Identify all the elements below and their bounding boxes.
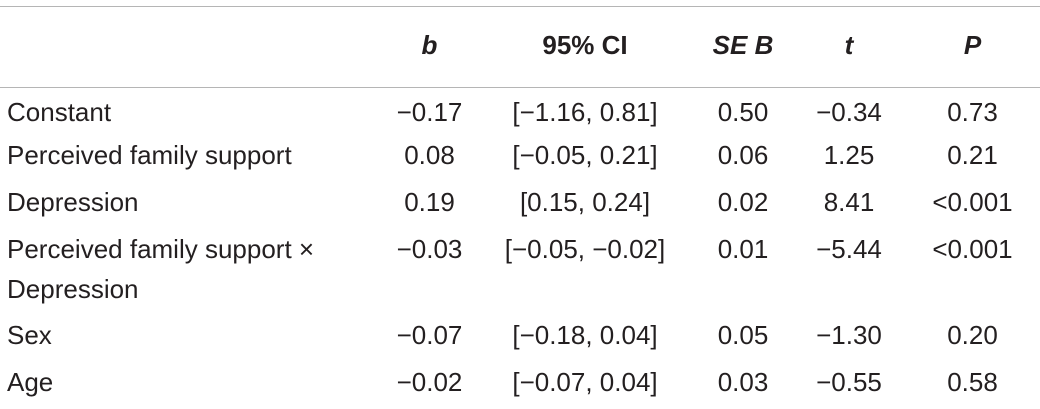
cell-ci: [−0.05, −0.02] [504,234,666,264]
cell-b: −0.03 [396,234,463,264]
cell-t: −0.55 [816,367,882,397]
header-t: t [844,30,854,60]
cell-p: <0.001 [932,234,1013,264]
cell-t: 8.41 [823,187,875,217]
header-se: SE B [712,30,774,60]
cell-t: −1.30 [816,320,882,350]
cell-p: 0.73 [947,97,998,127]
cell-t: −0.34 [816,97,882,127]
row-label: Perceived family support × Depression [7,234,315,304]
cell-se: 0.01 [717,234,769,264]
cell-p: 0.20 [947,320,998,350]
row-label: Age [7,367,54,397]
row-label: Constant [7,97,112,127]
row-label: Depression [7,187,139,217]
cell-se: 0.05 [717,320,769,350]
table-row: Age −0.02 [−0.07, 0.04] 0.03 −0.55 0.58 [0,362,1040,409]
cell-b: 0.19 [404,187,455,217]
cell-t: 1.25 [823,140,875,170]
table-row: Depression 0.19 [0.15, 0.24] 0.02 8.41 <… [0,182,1040,229]
cell-ci: [−0.05, 0.21] [512,140,658,170]
cell-p: 0.58 [947,367,998,397]
header-row: b 95% CI SE B t P [0,0,1040,87]
cell-se: 0.50 [717,97,769,127]
cell-se: 0.03 [717,367,769,397]
cell-p: <0.001 [932,187,1013,217]
header-label [0,0,382,87]
cell-se: 0.06 [717,140,769,170]
cell-b: −0.07 [396,320,463,350]
top-rule [0,6,1040,7]
table-row: Perceived family support 0.08 [−0.05, 0.… [0,135,1040,182]
header-ci: 95% CI [542,30,628,60]
cell-p: 0.21 [947,140,998,170]
cell-b: −0.17 [396,97,463,127]
cell-ci: [−0.07, 0.04] [512,367,658,397]
table-row: Sex −0.07 [−0.18, 0.04] 0.05 −1.30 0.20 [0,315,1040,362]
cell-se: 0.02 [717,187,769,217]
cell-b: −0.02 [396,367,463,397]
header-rule [0,87,1040,88]
table-row: Constant −0.17 [−1.16, 0.81] 0.50 −0.34 … [0,87,1040,135]
header-p: P [963,30,982,60]
cell-b: 0.08 [404,140,455,170]
header-b: b [421,30,438,60]
cell-ci: [0.15, 0.24] [519,187,651,217]
cell-ci: [−0.18, 0.04] [512,320,658,350]
table-row: Perceived family support × Depression −0… [0,229,1040,315]
cell-ci: [−1.16, 0.81] [512,97,658,127]
cell-t: −5.44 [816,234,882,264]
row-label: Sex [7,320,52,350]
row-label: Perceived family support [7,140,292,170]
